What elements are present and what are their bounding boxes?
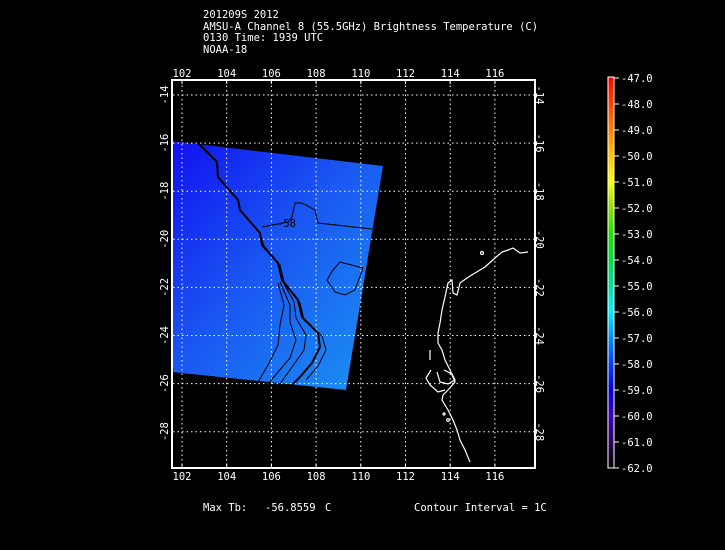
lon-label-bottom: 116 <box>485 471 504 483</box>
lat-label-left: -18 <box>159 182 171 201</box>
satellite-label: NOAA-18 <box>203 43 248 56</box>
lat-label-right: -24 <box>533 326 545 345</box>
lon-label-bottom: 114 <box>441 471 460 483</box>
contour-line <box>279 279 307 385</box>
max-tb-unit: C <box>325 502 332 514</box>
colorbar-label: -57.0 <box>621 333 653 345</box>
plot-header: 201209S 2012 AMSU-A Channel 8 (55.5GHz) B… <box>203 9 539 56</box>
contour-line <box>256 282 285 385</box>
lat-label-left: -28 <box>159 422 171 441</box>
max-tb-value: -56.8559 <box>265 502 316 514</box>
lon-label-bottom: 106 <box>262 471 281 483</box>
lon-label-top: 102 <box>173 68 192 80</box>
lat-label-left: -26 <box>159 374 171 393</box>
lat-label-right: -14 <box>533 86 545 105</box>
colorbar-label: -59.0 <box>621 385 653 397</box>
colorbar-label: -62.0 <box>621 463 653 475</box>
max-tb-label: Max Tb: <box>203 502 248 514</box>
time-label: 0130 Time: 1939 UTC <box>203 32 324 44</box>
satellite-swath <box>172 141 383 390</box>
lat-label-right: -16 <box>533 134 545 153</box>
lon-label-bottom: 112 <box>396 471 415 483</box>
lon-label-top: 112 <box>396 68 415 80</box>
lon-label-top: 110 <box>351 68 370 80</box>
contour-line <box>261 202 373 230</box>
colorbar-label: -61.0 <box>621 437 653 449</box>
lat-label-right: -22 <box>533 278 545 297</box>
storm-id: 201209S 2012 <box>203 9 279 21</box>
lon-label-bottom: 102 <box>173 471 192 483</box>
lat-label-left: -16 <box>159 134 171 153</box>
lon-label-top: 116 <box>485 68 504 80</box>
colorbar-label: -56.0 <box>621 307 653 319</box>
colorbar: -47.0 -48.0 -49.0 -50.0 -51.0 -52.0 -53.0 -54.0… <box>607 73 653 475</box>
colorbar-label: -52.0 <box>621 203 653 215</box>
colorbar-scale <box>607 76 615 469</box>
contour-line <box>197 142 322 386</box>
axis-labels: 102 102 104 104 106 106 108 108 110 110 112 112 114 1… <box>159 68 545 483</box>
contour-line <box>326 261 364 296</box>
lat-label-right: -20 <box>533 230 545 249</box>
contour-line <box>259 232 327 381</box>
colorbar-label: -48.0 <box>621 99 653 111</box>
contour-interval: Contour Interval = 1C <box>414 502 547 514</box>
map-frame <box>171 79 536 469</box>
lat-label-left: -20 <box>159 230 171 249</box>
product-title: AMSU-A Channel 8 (55.5GHz) Brightness Te… <box>203 20 539 33</box>
lon-label-bottom: 108 <box>307 471 326 483</box>
colorbar-label: -53.0 <box>621 229 653 241</box>
colorbar-label: -49.0 <box>621 125 653 137</box>
lon-label-top: 108 <box>307 68 326 80</box>
contour-line <box>267 281 297 385</box>
coastline <box>425 247 529 463</box>
lat-label-left: -14 <box>159 86 171 105</box>
lon-label-top: 106 <box>262 68 281 80</box>
lat-label-left: -22 <box>159 278 171 297</box>
contour-label: -58 <box>277 218 296 230</box>
lat-label-right: -18 <box>533 182 545 201</box>
contours <box>197 142 373 386</box>
colorbar-label: -55.0 <box>621 281 653 293</box>
colorbar-label: -54.0 <box>621 255 653 267</box>
colorbar-label: -58.0 <box>621 359 653 371</box>
lat-label-left: -24 <box>159 326 171 345</box>
lon-label-bottom: 110 <box>351 471 370 483</box>
colorbar-label: -47.0 <box>621 73 653 85</box>
lon-label-top: 114 <box>441 68 460 80</box>
colorbar-label: -50.0 <box>621 151 653 163</box>
colorbar-label: -60.0 <box>621 411 653 423</box>
graticule <box>173 81 534 467</box>
lat-label-right: -26 <box>533 374 545 393</box>
lon-label-bottom: 104 <box>217 471 236 483</box>
colorbar-label: -51.0 <box>621 177 653 189</box>
lat-label-right: -28 <box>533 422 545 441</box>
lon-label-top: 104 <box>217 68 236 80</box>
